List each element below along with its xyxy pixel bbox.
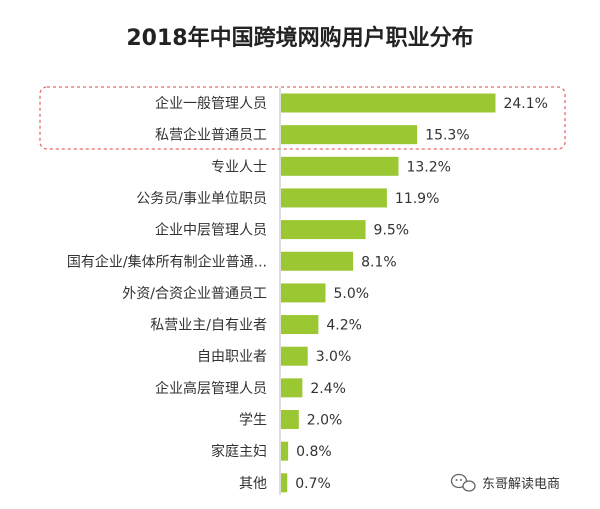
watermark-text: 东哥解读电商 [482,477,560,492]
bar [281,156,399,176]
category-labels-group: 企业一般管理人员私营企业普通员工专业人士公务员/事业单位职员企业中层管理人员国有… [67,95,267,492]
category-label: 外资/合资企业普通员工 [122,285,267,302]
value-label: 0.8% [296,444,332,460]
value-label: 11.9% [395,191,439,207]
bar [281,220,366,240]
value-label: 4.2% [326,318,362,334]
category-label: 国有企业/集体所有制企业普通... [67,253,267,270]
value-label: 9.5% [374,223,410,239]
category-label: 家庭主妇 [211,443,267,460]
category-label: 企业中层管理人员 [155,222,267,239]
watermark: 东哥解读电商 [450,473,560,492]
value-label: 0.7% [295,476,331,492]
bar [281,251,354,271]
category-label: 学生 [239,413,267,429]
wechat-icon [450,473,476,492]
category-label: 其他 [239,476,267,492]
bar [281,473,288,493]
value-label: 8.1% [361,254,397,270]
category-label: 企业高层管理人员 [155,380,267,397]
bar [281,283,326,303]
bar [281,346,308,366]
bar [281,188,387,208]
value-label: 15.3% [425,128,469,144]
bar [281,315,319,335]
value-label: 2.0% [307,413,343,429]
category-label: 私营企业普通员工 [155,127,267,144]
bars-group [281,93,496,493]
bar [281,125,418,145]
chart-title: 2018年中国跨境网购用户职业分布 [126,25,473,51]
highlight-box [39,86,566,150]
value-label: 24.1% [503,96,547,112]
bar [281,441,289,461]
value-label: 5.0% [334,286,370,302]
category-label: 私营业主/自有业者 [150,318,267,334]
category-label: 企业一般管理人员 [155,95,267,112]
category-label: 专业人士 [211,159,267,175]
bar [281,93,496,113]
value-label: 2.4% [310,381,346,397]
bar [281,410,299,429]
category-label: 公务员/事业单位职员 [136,191,267,207]
value-labels-group: 24.1% 15.3% 13.2% 11.9% 9.5% 8.1% 5.0% 4.2% 3.0%… [295,96,548,492]
bar [281,378,303,398]
value-label: 13.2% [406,159,450,175]
value-label: 3.0% [316,349,352,365]
category-label: 自由职业者 [197,349,267,365]
